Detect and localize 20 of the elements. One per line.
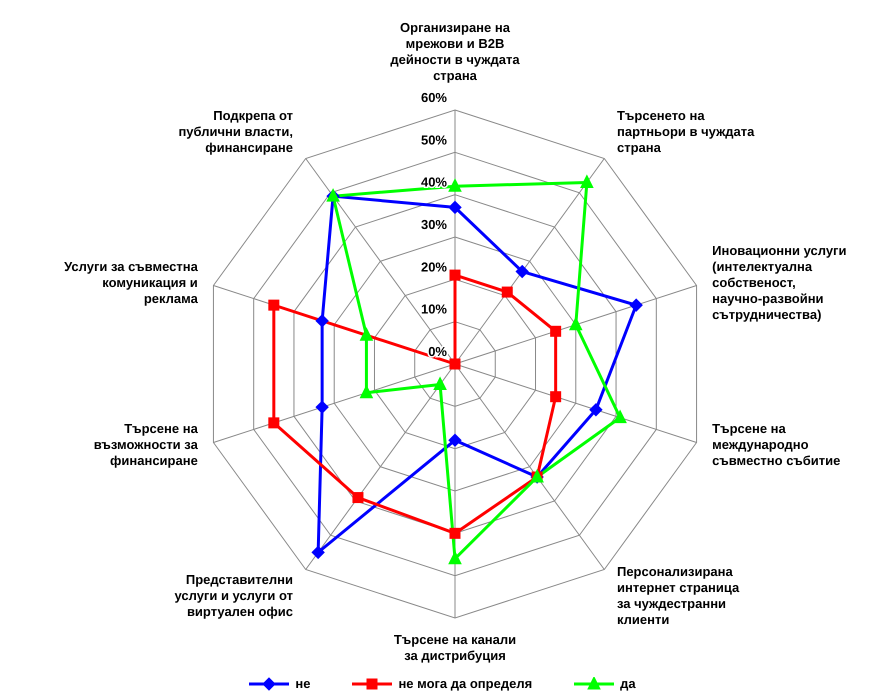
spoke-label: Подкрепа от публични власти, финансиране [178,108,293,156]
legend-label: не мога да определя [398,676,532,691]
legend-label: да [620,676,636,691]
y-tick-label: 60% [420,90,448,105]
y-tick-label: 10% [420,302,448,317]
y-tick-label: 40% [420,174,448,190]
spoke-label: Услуги за съвместна комуникация и реклама [64,259,199,306]
spoke-label: Иновационни услуги (интелектуална собственост, научно-развойни сътрудничества) [712,243,846,322]
y-tick-label: 30% [420,217,448,232]
legend-label: не [295,676,310,691]
spoke-label: Търсене на международно съвместно събитие [712,420,840,468]
spoke-label: Търсене на възможности за финансиране [94,420,199,468]
spoke-label: Търсенето на партньори в чуждата страна [617,108,756,156]
spoke-label: Представителни услуги и услуги от виртуален офис [174,572,294,619]
spoke-label: Организиране на мрежови и B2B дейности в чуждата страна [390,20,520,83]
spoke-label: Търсене на канали за дистрибуция [394,632,516,663]
spoke-label: Персонализирана интернет страница за чуждестранни клиенти [617,564,740,627]
y-tick-label: 0% [428,344,448,359]
y-tick-label: 50% [420,132,448,148]
y-tick-label: 20% [420,259,448,274]
